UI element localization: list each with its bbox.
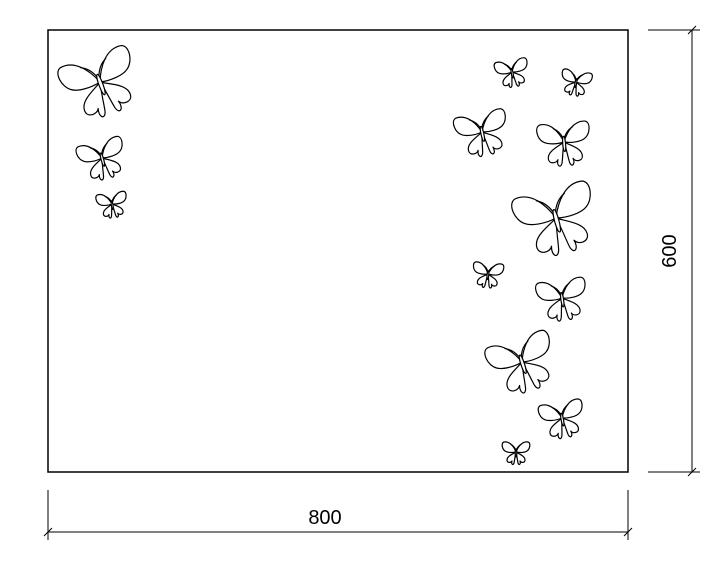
- dimension-height-label: 600: [659, 234, 681, 267]
- dimension-width: 800: [44, 490, 632, 540]
- butterfly-icon: [535, 277, 590, 324]
- butterfly-icon: [95, 191, 129, 220]
- dimension-height: 600: [648, 26, 700, 476]
- butterfly-icon: [483, 329, 563, 401]
- butterfly-icon: [502, 442, 530, 465]
- butterfly-icon: [494, 57, 531, 89]
- butterfly-icon: [452, 108, 512, 161]
- butterfly-icon: [75, 135, 130, 184]
- technical-drawing: 800 600: [0, 0, 705, 562]
- butterfly-icon: [536, 121, 592, 168]
- butterfly-icon: [472, 262, 504, 289]
- dimension-width-label: 800: [308, 507, 341, 529]
- butterfly-icon: [56, 44, 147, 127]
- butterfly-icon: [559, 68, 593, 98]
- butterfly-decor: [56, 44, 604, 465]
- butterfly-icon: [510, 179, 604, 263]
- butterfly-icon: [537, 398, 587, 441]
